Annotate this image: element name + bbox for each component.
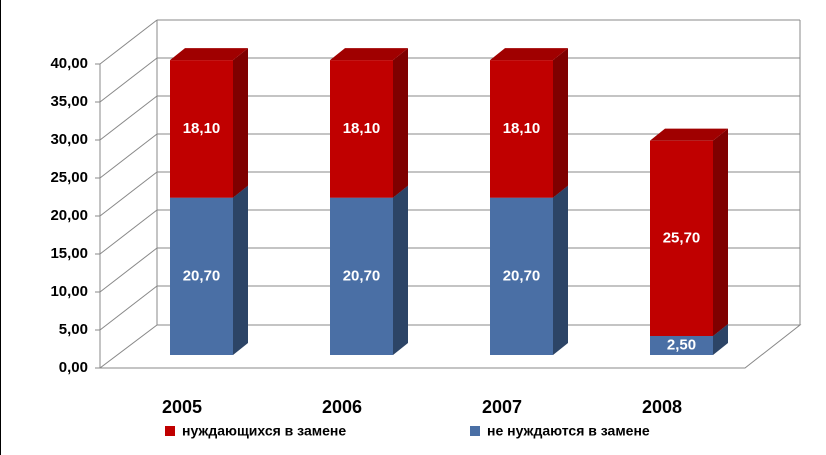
bar-side (393, 185, 408, 355)
y-tick-label: 40,00 (50, 55, 88, 72)
legend-label: не нуждаются в замене (487, 423, 650, 439)
bar-side (713, 324, 728, 355)
grid-line (99, 209, 158, 255)
value-label: 20,70 (343, 267, 381, 284)
bar-side (233, 48, 248, 198)
y-tick-label: 0,00 (59, 359, 88, 376)
bar (490, 60, 553, 198)
y-tick-label: 35,00 (50, 93, 88, 110)
bar (330, 197, 393, 355)
value-label: 25,70 (663, 229, 701, 246)
y-tick-label: 20,00 (50, 207, 88, 224)
grid-line (99, 133, 158, 179)
legend-label: нуждающихся в замене (182, 423, 346, 439)
y-tick-label: 30,00 (50, 131, 88, 148)
grid-line (99, 247, 158, 293)
bar (650, 140, 713, 336)
y-tick-label: 10,00 (50, 283, 88, 300)
y-tick-label: 25,00 (50, 169, 88, 186)
bar-top (170, 48, 248, 61)
value-label: 18,10 (343, 120, 381, 137)
bar-top (490, 48, 568, 61)
y-tick-label: 15,00 (50, 245, 88, 262)
value-label: 2,50 (667, 336, 696, 353)
bar (650, 336, 713, 355)
x-tick-label: 2007 (482, 397, 522, 417)
bar-side (713, 128, 728, 336)
x-tick-label: 2006 (322, 397, 362, 417)
bar-side (553, 185, 568, 355)
bar-side (393, 48, 408, 198)
legend-swatch (165, 426, 175, 436)
bar (170, 60, 233, 198)
grid-line (99, 285, 158, 331)
grid-line (99, 171, 158, 217)
bar-side (553, 48, 568, 198)
x-tick-label: 2005 (162, 397, 202, 417)
bar-side (233, 185, 248, 355)
value-label: 20,70 (183, 267, 221, 284)
bar-top (650, 128, 728, 141)
value-label: 18,10 (503, 120, 541, 137)
bar-top (330, 48, 408, 61)
grid-line (99, 19, 158, 65)
x-tick-label: 2008 (642, 397, 682, 417)
y-tick-label: 5,00 (59, 321, 88, 338)
grid-line (99, 95, 158, 141)
bar (170, 197, 233, 355)
bar (330, 60, 393, 198)
grid-line (99, 57, 158, 103)
bar (490, 197, 553, 355)
value-label: 18,10 (183, 120, 221, 137)
legend-swatch (470, 426, 480, 436)
value-label: 20,70 (503, 267, 541, 284)
